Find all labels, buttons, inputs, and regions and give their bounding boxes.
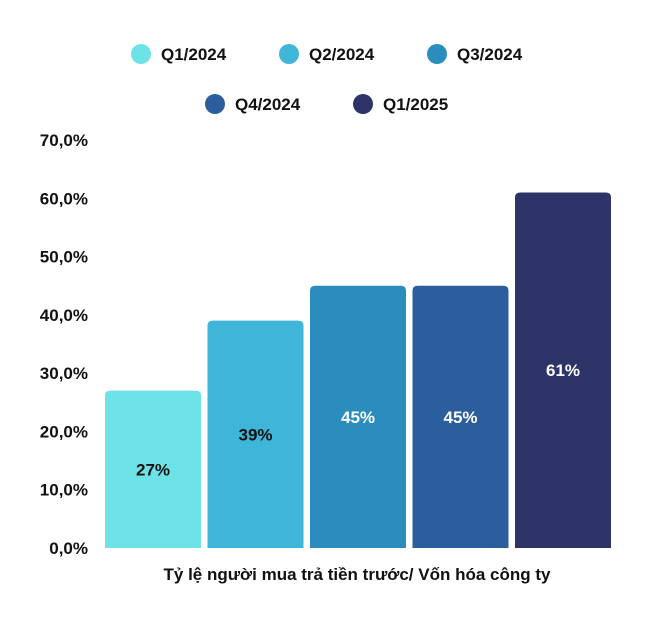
legend-marker — [279, 44, 299, 64]
y-tick-label: 30,0% — [40, 364, 88, 383]
bar-value-label: 27% — [136, 460, 170, 479]
bar-group: 27% — [105, 390, 201, 548]
legend-marker — [205, 94, 225, 114]
y-tick-label: 70,0% — [40, 131, 88, 150]
bar-value-label: 61% — [546, 361, 580, 380]
legend-marker — [131, 44, 151, 64]
y-tick-label: 60,0% — [40, 189, 88, 208]
bar — [310, 285, 406, 548]
bar-value-label: 39% — [238, 425, 272, 444]
legend-label: Q2/2024 — [309, 45, 375, 64]
legend-label: Q4/2024 — [235, 95, 301, 114]
legend-label: Q3/2024 — [457, 45, 523, 64]
y-axis: 0,0% 10,0% 20,0% 30,0% 40,0% 50,0% 60,0% 70,0% — [40, 131, 88, 558]
x-axis-label: Tỷ lệ người mua trả tiền trước/ Vốn hóa … — [164, 565, 551, 584]
y-tick-label: 0,0% — [49, 539, 88, 558]
legend-label: Q1/2025 — [383, 95, 448, 114]
bar — [105, 390, 201, 548]
bar — [515, 192, 611, 548]
bar-group: 61% — [515, 192, 611, 548]
bar-group: 45% — [310, 285, 406, 548]
legend: Q1/2024 Q2/2024 Q3/2024 Q4/2024 Q1/2025 — [131, 44, 523, 114]
bars: 27% 39% 45% 45% 61% — [105, 192, 611, 548]
legend-item: Q1/2024 — [131, 44, 227, 64]
bar-value-label: 45% — [443, 408, 477, 427]
bar — [412, 285, 509, 548]
legend-marker — [353, 94, 373, 114]
y-tick-label: 40,0% — [40, 306, 88, 325]
bar-value-label: 45% — [341, 408, 375, 427]
y-tick-label: 20,0% — [40, 422, 88, 441]
legend-item: Q4/2024 — [205, 94, 301, 114]
y-tick-label: 50,0% — [40, 248, 88, 267]
bar-group: 45% — [412, 285, 509, 548]
legend-item: Q2/2024 — [279, 44, 375, 64]
y-tick-label: 10,0% — [40, 481, 88, 500]
legend-item: Q1/2025 — [353, 94, 448, 114]
legend-item: Q3/2024 — [427, 44, 523, 64]
bar-group: 39% — [207, 320, 304, 548]
legend-label: Q1/2024 — [161, 45, 227, 64]
legend-marker — [427, 44, 447, 64]
bar — [207, 320, 304, 548]
